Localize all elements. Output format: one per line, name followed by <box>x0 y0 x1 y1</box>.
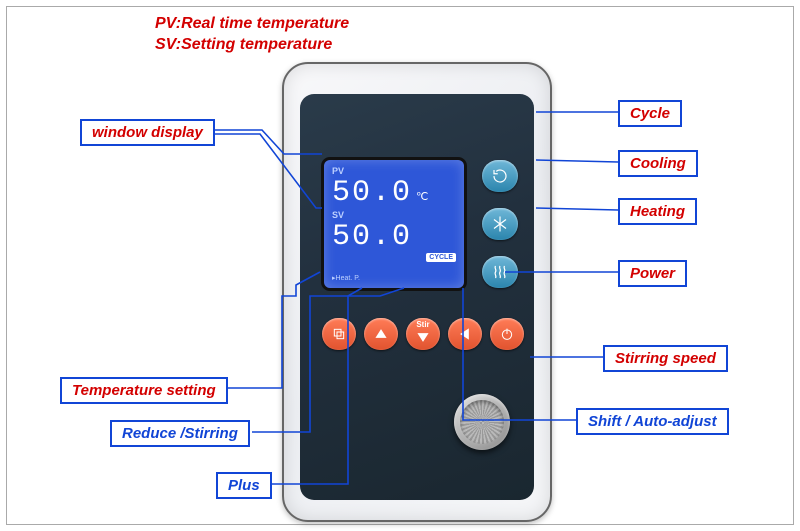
callout-shift-auto: Shift / Auto-adjust <box>576 408 729 435</box>
snowflake-icon <box>491 215 509 233</box>
stir-label: Stir <box>416 320 429 329</box>
up-triangle-icon <box>373 326 389 342</box>
legend: PV:Real time temperature SV:Setting temp… <box>155 14 349 56</box>
down-triangle-icon <box>415 329 431 345</box>
power-button[interactable] <box>490 318 524 350</box>
stir-reduce-button[interactable]: Stir <box>406 318 440 350</box>
lcd-sv-label: SV <box>332 210 456 220</box>
device-panel: PV 50.0 ℃ SV 50.0 CYCLE ▸Heat. P. <box>282 62 552 522</box>
lcd-cycle-badge: CYCLE <box>426 253 456 262</box>
lcd-pv-unit: ℃ <box>416 190 430 204</box>
plus-button[interactable] <box>364 318 398 350</box>
callout-stirring-speed: Stirring speed <box>603 345 728 372</box>
callout-reduce-stirring: Reduce /Stirring <box>110 420 250 447</box>
legend-pv: PV:Real time temperature <box>155 14 349 35</box>
lcd-display: PV 50.0 ℃ SV 50.0 CYCLE ▸Heat. P. <box>324 160 464 288</box>
temp-set-button[interactable] <box>322 318 356 350</box>
cooling-button[interactable] <box>482 208 518 240</box>
callout-temperature-setting: Temperature setting <box>60 377 228 404</box>
shift-button[interactable] <box>448 318 482 350</box>
cycle-icon <box>491 167 509 185</box>
callout-cooling: Cooling <box>618 150 698 177</box>
stack-icon <box>331 326 347 342</box>
callout-power: Power <box>618 260 687 287</box>
callout-heating: Heating <box>618 198 697 225</box>
callout-plus: Plus <box>216 472 272 499</box>
legend-sv: SV:Setting temperature <box>155 35 349 56</box>
lcd-sv-value: 50.0 <box>332 220 456 254</box>
callout-cycle: Cycle <box>618 100 682 127</box>
heating-button[interactable] <box>482 256 518 288</box>
lcd-pv-value: 50.0 <box>332 176 412 210</box>
power-icon <box>499 326 515 342</box>
cycle-button[interactable] <box>482 160 518 192</box>
callout-window-display: window display <box>80 119 215 146</box>
lcd-heat-p: ▸Heat. P. <box>332 274 360 282</box>
left-triangle-icon <box>457 326 473 342</box>
lcd-pv-label: PV <box>332 166 456 176</box>
stir-speed-knob[interactable] <box>454 394 510 450</box>
heat-waves-icon <box>491 263 509 281</box>
diagram-canvas: PV:Real time temperature SV:Setting temp… <box>0 0 800 531</box>
